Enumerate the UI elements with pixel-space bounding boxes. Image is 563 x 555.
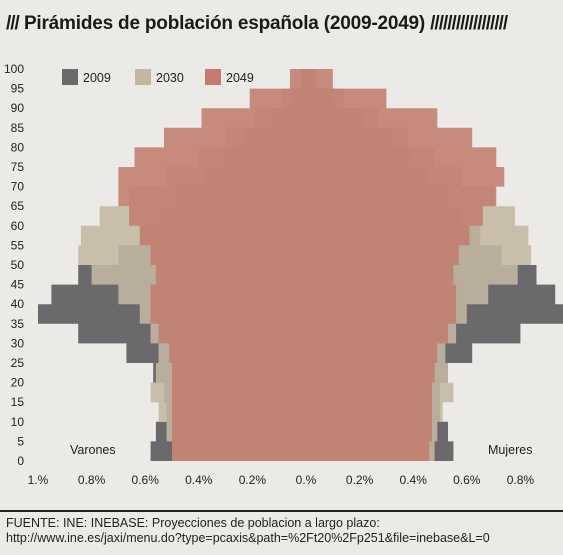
chart-title: /// Pirámides de población española (200… [6,13,557,39]
y-tick-label: 85 [11,121,25,135]
side-label-mujeres: Mujeres [488,443,532,457]
footer-divider [0,510,563,512]
population-pyramid-chart: 0 5 10 15 20 25 30 35 40 45 50 55 60 65 70 75 80 85 90 95 10… [4,62,563,487]
y-tick-label: 15 [11,395,25,409]
y-tick-label: 50 [11,258,25,272]
x-tick-label: 0.6% [132,473,160,487]
pyramid-areas [38,69,563,461]
x-tick-label: 0.8% [78,473,106,487]
y-tick-label: 40 [11,297,25,311]
pyramid-area-2049 [118,69,505,461]
x-axis-ticks: 1.% 0.8% 0.6% 0.4% 0.2% 0.% 0.2% 0.4% 0.6% 0.8% [28,473,535,487]
y-tick-label: 20 [11,376,25,390]
title-prefix: /// [6,13,20,34]
source-line-1: FUENTE: INE: INEBASE: Proyecciones de po… [6,516,380,530]
legend-label-2049: 2049 [226,71,254,85]
y-tick-label: 0 [17,454,24,468]
y-tick-label: 100 [4,62,24,76]
y-tick-label: 90 [11,101,25,115]
y-tick-label: 70 [11,180,25,194]
legend-swatch-2049 [205,69,221,85]
x-tick-label: 0.4% [185,473,213,487]
x-tick-label: 0.4% [400,473,428,487]
y-tick-label: 10 [11,415,25,429]
y-tick-label: 75 [11,160,25,174]
y-tick-label: 60 [11,219,25,233]
side-label-varones: Varones [70,443,116,457]
legend-swatch-2009 [62,69,78,85]
x-tick-label: 0.6% [453,473,481,487]
y-tick-label: 25 [11,356,25,370]
source-note: FUENTE: INE: INEBASE: Proyecciones de po… [6,516,561,546]
x-tick-label: 0.2% [346,473,374,487]
legend-swatch-2030 [135,69,151,85]
title-text: Pirámides de población española (2009-20… [23,13,426,34]
y-axis-ticks: 0 5 10 15 20 25 30 35 40 45 50 55 60 65 70 75 80 85 90 95 10… [4,62,24,468]
source-url: http://www.ine.es/jaxi/menu.do?type=pcax… [6,531,490,545]
legend: 2009 2030 2049 [62,69,254,85]
y-tick-label: 80 [11,140,25,154]
title-suffix: ////////////////// [430,13,508,34]
x-tick-label: 0.% [296,473,317,487]
y-tick-label: 55 [11,238,25,252]
legend-label-2009: 2009 [83,71,111,85]
legend-label-2030: 2030 [156,71,184,85]
y-tick-label: 35 [11,317,25,331]
x-tick-label: 0.2% [239,473,267,487]
y-tick-label: 95 [11,82,25,96]
x-tick-label: 1.% [28,473,49,487]
y-tick-label: 30 [11,336,25,350]
x-tick-label: 0.8% [507,473,535,487]
y-tick-label: 45 [11,278,25,292]
y-tick-label: 5 [17,434,24,448]
y-tick-label: 65 [11,199,25,213]
